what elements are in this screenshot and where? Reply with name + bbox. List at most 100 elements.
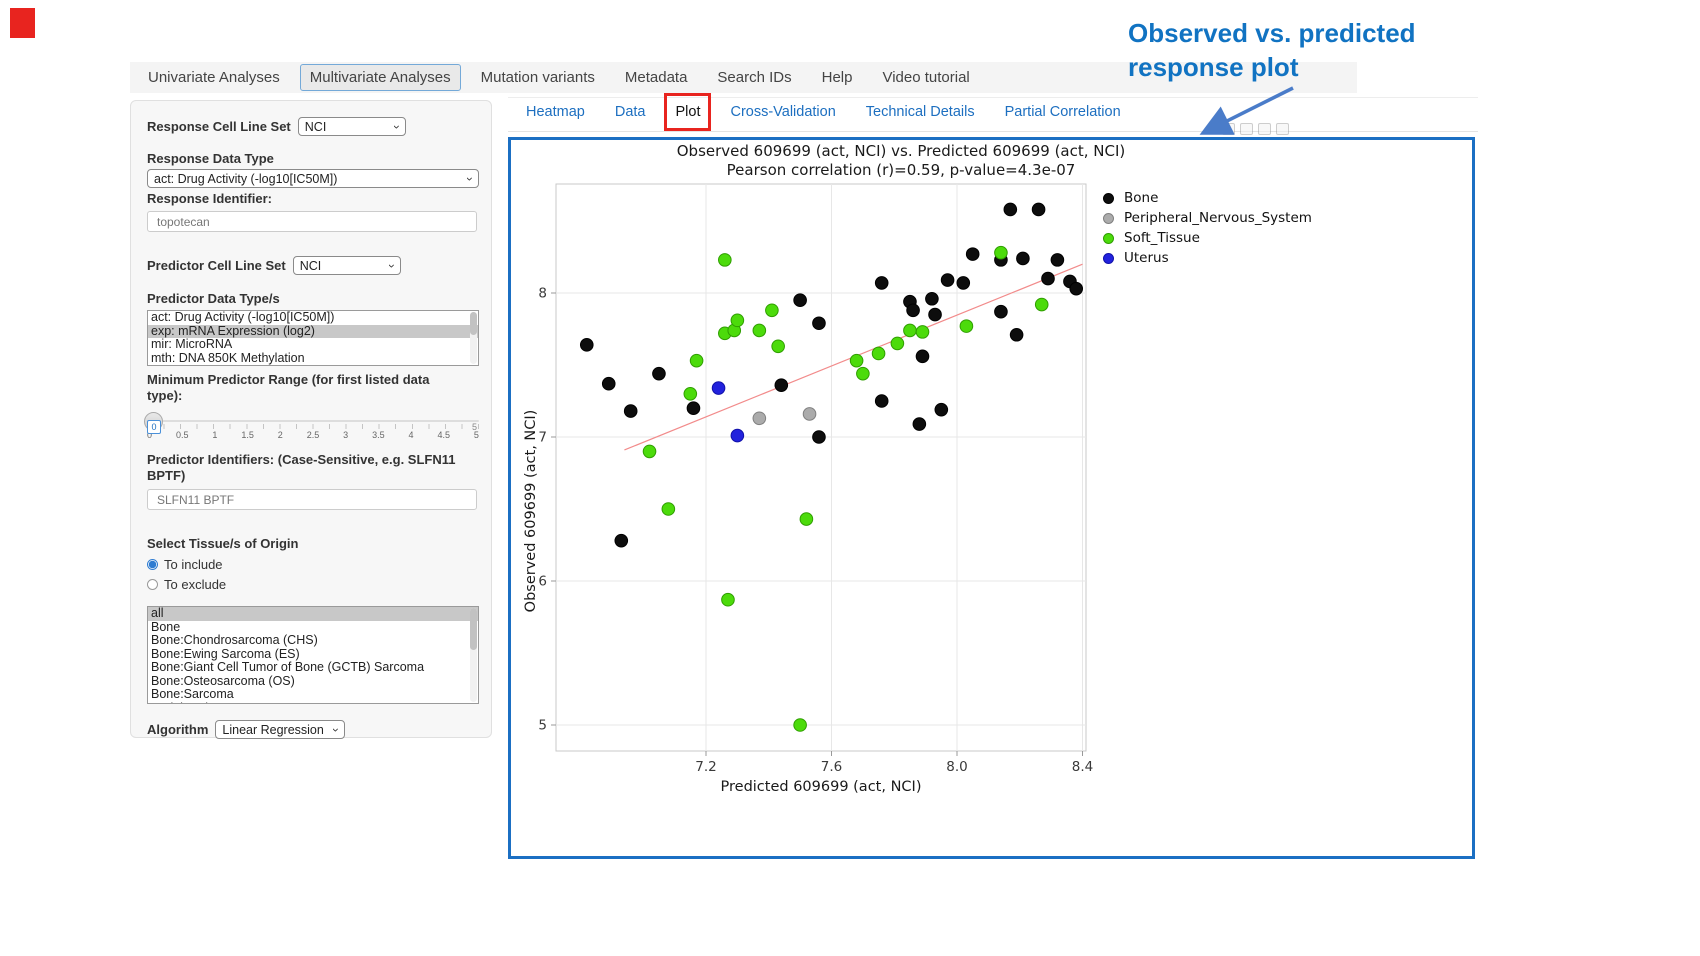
data-point-Bone[interactable] <box>579 338 594 352</box>
data-point-Soft_Tissue[interactable] <box>871 346 886 361</box>
tissue-include-radio[interactable]: To include <box>147 557 475 572</box>
data-point-Soft_Tissue[interactable] <box>856 366 870 381</box>
data-point-Soft_Tissue[interactable] <box>994 245 1008 260</box>
tissue-option[interactable]: Bone:Chondrosarcoma (CHS) <box>151 633 318 647</box>
data-point-Bone[interactable] <box>934 402 949 417</box>
nav-tab[interactable]: Help <box>821 69 853 86</box>
data-point-Soft_Tissue[interactable] <box>718 253 732 267</box>
nav-tab[interactable]: Video tutorial <box>882 69 970 86</box>
predictor-data-types-label: Predictor Data Type/s <box>147 291 280 306</box>
data-point-Bone[interactable] <box>1041 271 1055 286</box>
data-point-Bone[interactable] <box>614 533 629 548</box>
data-point-Bone[interactable] <box>906 303 920 318</box>
data-point-Bone[interactable] <box>925 291 939 306</box>
data-point-Bone[interactable] <box>793 293 807 307</box>
data-point-Bone[interactable] <box>1031 202 1046 217</box>
data-point-Soft_Tissue[interactable] <box>959 319 974 333</box>
scrollbar[interactable] <box>470 312 477 364</box>
data-point-Bone[interactable] <box>1016 251 1030 266</box>
data-point-Soft_Tissue[interactable] <box>849 353 864 368</box>
tissue-option[interactable]: Bone:Ewing Sarcoma (ES) <box>151 646 300 661</box>
data-point-Bone[interactable] <box>1069 281 1084 296</box>
data-point-Soft_Tissue[interactable] <box>642 444 657 459</box>
tissue-option[interactable]: Bone:Osteosarcoma (OS) <box>151 673 295 688</box>
tissue-option[interactable]: Bone:Giant Cell Tumor of Bone (GCTB) Sar… <box>151 660 425 674</box>
tissue-option[interactable]: Peripheral_Nervous_System <box>148 701 478 703</box>
data-point-Bone[interactable] <box>940 273 955 287</box>
data-point-Uterus[interactable] <box>730 428 745 443</box>
results-tab[interactable]: Technical Details <box>865 104 975 120</box>
data-point-Bone[interactable] <box>994 304 1008 319</box>
data-point-Soft_Tissue[interactable] <box>890 336 905 351</box>
data-point-Uterus[interactable] <box>711 381 726 395</box>
results-tab[interactable]: Plot <box>664 93 712 131</box>
nav-tab[interactable]: Search IDs <box>717 69 792 86</box>
response-cell-line-set-select[interactable]: NCI › <box>297 117 406 136</box>
results-top-divider <box>508 97 1478 98</box>
data-point-Bone[interactable] <box>812 430 826 444</box>
data-point-Peripheral_Nervous_System[interactable] <box>802 407 817 421</box>
scrollbar[interactable] <box>470 608 477 702</box>
data-point-Bone[interactable] <box>623 404 638 418</box>
data-point-Soft_Tissue[interactable] <box>752 323 767 338</box>
zoom-icon[interactable] <box>1240 123 1253 135</box>
legend-item-Uterus[interactable]: Uterus <box>1103 248 1312 268</box>
response-identifier-input[interactable]: topotecan <box>147 211 477 232</box>
data-point-Bone[interactable] <box>774 378 789 392</box>
tissue-option[interactable]: Bone:Sarcoma <box>151 687 234 701</box>
data-point-Soft_Tissue[interactable] <box>721 592 735 607</box>
data-point-Bone[interactable] <box>956 276 971 290</box>
slider-track[interactable] <box>144 412 479 431</box>
response-data-type-select[interactable]: act: Drug Activity (-log10[IC50M]) › <box>147 169 479 188</box>
data-point-Soft_Tissue[interactable] <box>903 323 917 338</box>
autoscale-icon[interactable] <box>1276 123 1289 135</box>
data-point-Soft_Tissue[interactable] <box>771 339 785 354</box>
data-point-Bone[interactable] <box>1050 253 1065 267</box>
results-tab[interactable]: Heatmap <box>526 104 585 120</box>
data-point-Soft_Tissue[interactable] <box>915 325 930 339</box>
data-point-Bone[interactable] <box>965 247 980 261</box>
legend-item-Bone[interactable]: Bone <box>1103 188 1312 208</box>
data-point-Bone[interactable] <box>928 307 942 322</box>
predictor-data-type-option[interactable]: mth: DNA 850K Methylation <box>151 350 305 365</box>
data-point-Soft_Tissue[interactable] <box>765 303 779 318</box>
tissue-exclude-radio[interactable]: To exclude <box>147 577 475 592</box>
predictor-cell-line-set-select[interactable]: NCI › <box>292 256 401 275</box>
data-point-Soft_Tissue[interactable] <box>661 502 676 516</box>
data-point-Bone[interactable] <box>915 349 930 364</box>
data-point-Bone[interactable] <box>874 276 889 290</box>
data-point-Peripheral_Nervous_System[interactable] <box>752 411 767 426</box>
tissue-option[interactable]: all <box>148 607 478 621</box>
predictor-identifiers-input[interactable]: SLFN11 BPTF <box>147 489 477 510</box>
nav-tab[interactable]: Multivariate Analyses <box>299 64 461 91</box>
predictor-data-type-option[interactable]: exp: mRNA Expression (log2) <box>148 324 478 338</box>
data-point-Soft_Tissue[interactable] <box>793 718 807 732</box>
results-tab[interactable]: Partial Correlation <box>1004 104 1121 120</box>
data-point-Bone[interactable] <box>912 417 927 431</box>
nav-tab[interactable]: Mutation variants <box>480 69 595 86</box>
data-point-Bone[interactable] <box>601 376 616 391</box>
scatter-plot[interactable]: 7.2 7.6 8.0 8.4 5 6 7 8 Predicted 609699 (act, N… <box>521 166 1093 800</box>
predictor-data-type-option[interactable]: act: Drug Activity (-log10[IC50M]) <box>151 310 335 324</box>
data-point-Soft_Tissue[interactable] <box>689 353 704 368</box>
predictor-data-type-option[interactable]: mir: MicroRNA <box>151 337 233 351</box>
data-point-Bone[interactable] <box>1003 202 1018 217</box>
data-point-Soft_Tissue[interactable] <box>1034 297 1049 312</box>
data-point-Bone[interactable] <box>686 401 701 415</box>
data-point-Bone[interactable] <box>1009 327 1024 342</box>
data-point-Soft_Tissue[interactable] <box>683 387 698 401</box>
legend-item-Soft_Tissue[interactable]: Soft_Tissue <box>1103 228 1312 248</box>
data-point-Bone[interactable] <box>812 316 826 331</box>
nav-tab[interactable]: Univariate Analyses <box>148 69 280 86</box>
data-point-Bone[interactable] <box>652 366 666 381</box>
data-point-Soft_Tissue[interactable] <box>799 512 814 526</box>
algorithm-select[interactable]: Linear Regression › <box>215 720 346 739</box>
data-point-Soft_Tissue[interactable] <box>730 313 745 328</box>
nav-tab[interactable]: Metadata <box>624 69 688 86</box>
results-tab[interactable]: Data <box>614 104 646 120</box>
legend-item-Peripheral_Nervous_System[interactable]: Peripheral_Nervous_System <box>1103 208 1312 228</box>
pan-icon[interactable] <box>1258 123 1271 135</box>
tissue-option[interactable]: Bone <box>151 619 181 634</box>
data-point-Bone[interactable] <box>874 394 889 408</box>
results-tab[interactable]: Cross-Validation <box>730 104 836 120</box>
